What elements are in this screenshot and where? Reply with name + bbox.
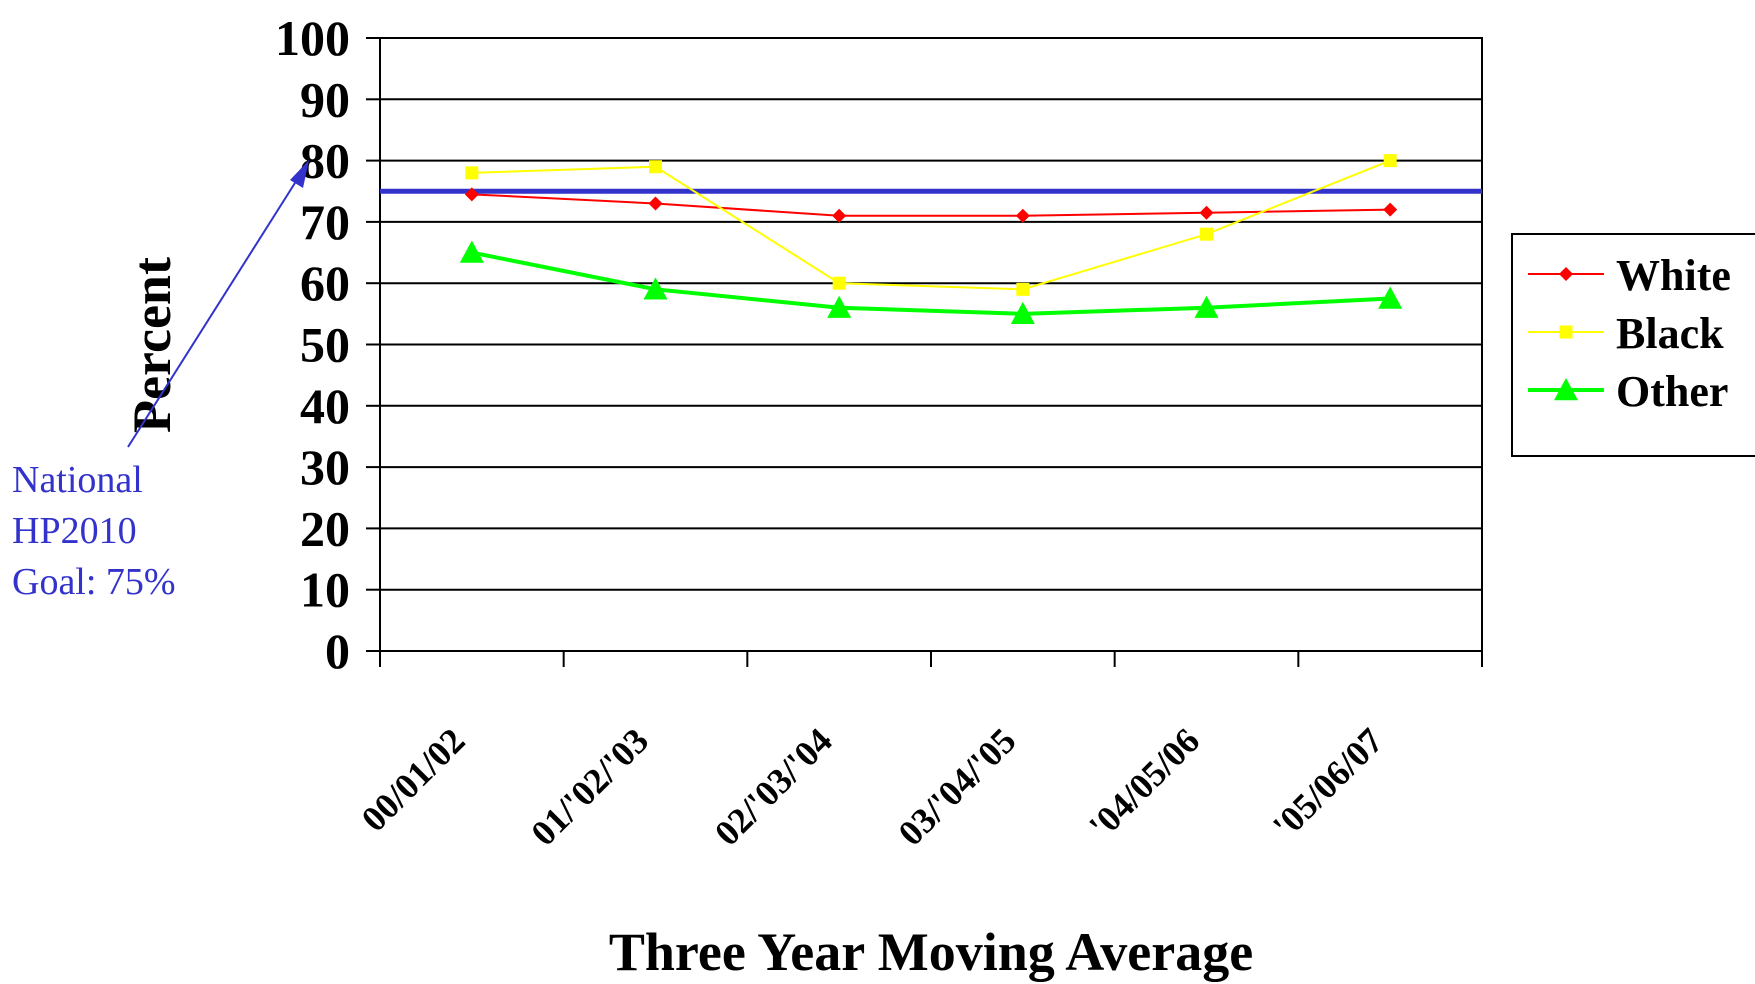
data-point-other [643,277,668,300]
data-point-black [1200,227,1213,241]
data-point-other [1010,301,1035,325]
data-point-other [827,295,852,318]
series-line-black [471,159,1391,291]
data-point-white [1015,208,1030,223]
data-point-white [1383,202,1398,217]
series-group [459,154,1403,325]
data-point-white [648,196,663,211]
series-line-other [471,250,1391,316]
data-point-white [464,187,479,202]
legend-label-other: Other [1616,367,1728,416]
data-point-black [1383,154,1397,168]
x-axis: 00/01/02 01/'02/'03 02/'03/'04 03/'04/'05 '0… [354,651,1483,853]
y-tick-label: 60 [300,255,350,311]
data-point-black [1016,282,1030,296]
y-tick-label: 80 [300,133,350,189]
y-tick-label: 70 [300,194,350,250]
x-tick-label: '04/05/06 [1081,720,1207,846]
annotation-line-1: National [12,459,143,501]
series-black [465,154,1397,296]
data-point-white [832,208,847,223]
annotation-line-3: Goal: 75% [12,561,176,603]
legend-label-black: Black [1616,309,1724,358]
gridlines [380,37,1482,591]
annotation-line-2: HP2010 [12,510,137,552]
data-point-white [1199,205,1214,220]
data-point-other [459,240,484,263]
annotation-arrowhead [290,160,309,188]
series-line-white [471,193,1391,217]
legend-box [1511,233,1755,457]
y-tick-label: 40 [300,378,350,434]
data-point-black [832,276,846,290]
x-tick-label: '05/06/07 [1265,720,1391,846]
series-other [459,240,1403,325]
goal-annotation: National HP2010 Goal: 75% [12,160,309,603]
y-tick-label: 100 [275,10,350,66]
y-tick-label: 30 [300,439,350,495]
y-tick-label: 0 [325,623,350,679]
y-tick-label: 20 [300,500,350,556]
data-point-black [465,166,479,180]
legend-marker-other [1554,378,1578,401]
x-axis-title: Three Year Moving Average [609,922,1253,982]
data-point-black [649,160,662,174]
x-tick-label: 03/'04/'05 [891,720,1024,853]
y-tick-label: 10 [300,562,350,618]
x-tick-label: 02/'03/'04 [707,720,840,853]
data-point-other [1378,286,1403,309]
y-axis-title: Percent [122,257,182,433]
x-tick-label: 00/01/02 [354,720,473,839]
annotation-arrow [127,174,301,448]
y-tick-label: 50 [300,317,350,373]
x-tick-label: 01/'02/'03 [523,720,656,853]
y-tick-label: 90 [300,71,350,127]
legend: White Black Other [1511,233,1755,457]
legend-marker-black [1559,325,1573,339]
series-white [464,187,1398,223]
data-point-other [1194,295,1219,318]
legend-label-white: White [1616,251,1731,300]
legend-marker-white [1559,267,1573,281]
